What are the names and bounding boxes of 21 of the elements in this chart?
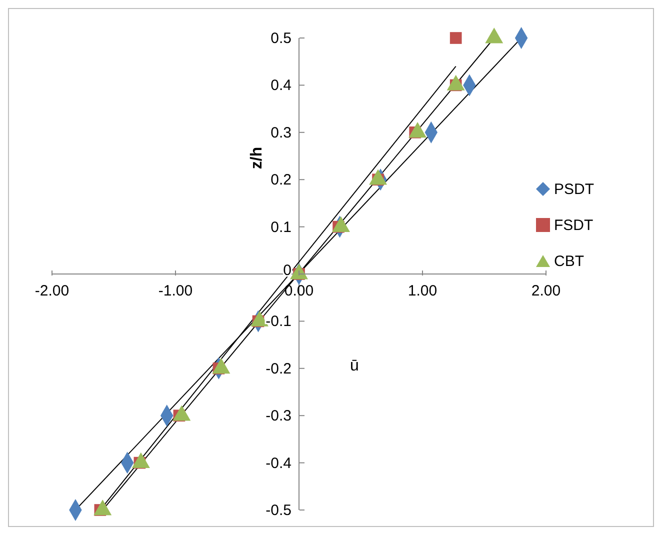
y-tick-label: -0.5 bbox=[266, 502, 292, 519]
y-tick-label: 0.1 bbox=[270, 218, 292, 236]
x-tick-label: 0.00 bbox=[284, 282, 314, 300]
legend-label: FSDT bbox=[554, 216, 594, 234]
x-tick-label: -2.00 bbox=[34, 282, 70, 300]
y-tick-label: 0.5 bbox=[270, 30, 292, 47]
x-tick-label: -1.00 bbox=[158, 282, 193, 300]
y-tick-label: 0.4 bbox=[270, 77, 292, 94]
y-tick-label: -0.3 bbox=[266, 408, 292, 425]
y-tick-label: -0.2 bbox=[266, 360, 292, 378]
y-axis-title: z/h bbox=[248, 146, 266, 170]
y-tick-label: 0.2 bbox=[270, 172, 292, 189]
y-tick-label: -0.4 bbox=[266, 454, 292, 472]
x-tick-label: 2.00 bbox=[531, 282, 561, 300]
x-tick-label: 1.00 bbox=[408, 282, 438, 300]
legend-label: CBT bbox=[554, 252, 584, 270]
y-tick-label: -0.1 bbox=[266, 313, 292, 330]
y-tick-label: 0.3 bbox=[270, 124, 292, 142]
x-axis-title: ū bbox=[350, 358, 359, 374]
y-tick-label: 0 bbox=[283, 262, 292, 279]
legend-label: PSDT bbox=[554, 180, 594, 198]
